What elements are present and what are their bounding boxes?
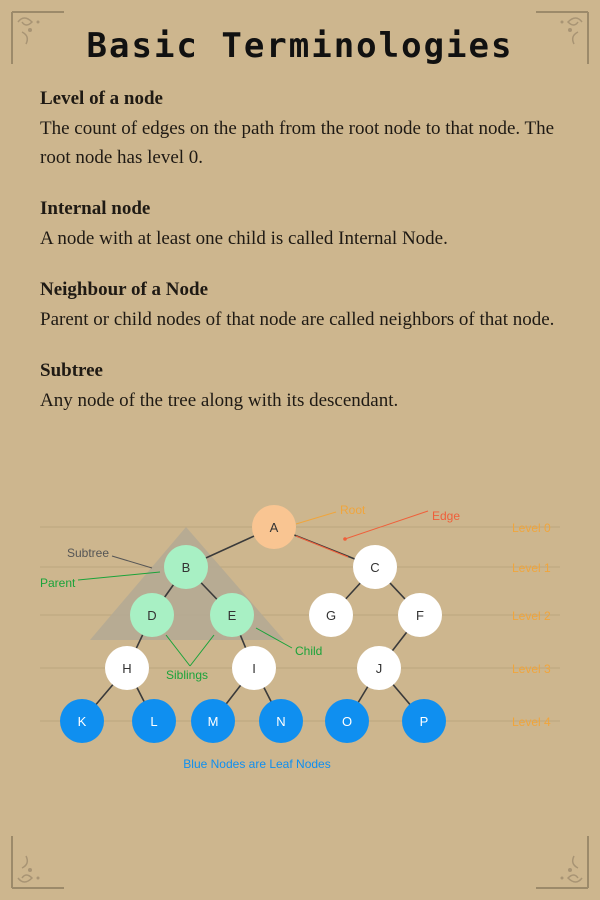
node-label: H xyxy=(122,661,131,676)
node-label: O xyxy=(342,714,352,729)
term-text: Any node of the tree along with its desc… xyxy=(40,390,399,411)
corner-ornament-icon xyxy=(11,11,64,64)
corner-ornament-icon xyxy=(11,836,64,889)
parent-label: Parent xyxy=(40,576,76,590)
child-label: Child xyxy=(295,644,322,658)
node-label: B xyxy=(182,560,191,575)
tree-node-p: P xyxy=(402,699,446,743)
page-title: Basic Terminologies xyxy=(86,26,514,66)
tree-node-d: D xyxy=(130,593,174,637)
tree-node-n: N xyxy=(259,699,303,743)
level-label: Level 2 xyxy=(512,609,551,623)
level-label: Level 0 xyxy=(512,521,551,535)
term-text: The count of edges on the path from the … xyxy=(40,118,555,168)
edge-label: Edge xyxy=(432,509,460,523)
term-subtree: Subtree Any node of the tree along with … xyxy=(40,360,562,415)
node-label: G xyxy=(326,608,336,623)
level-label: Level 3 xyxy=(512,662,551,676)
tree-node-i: I xyxy=(232,646,276,690)
tree-node-j: J xyxy=(357,646,401,690)
node-label: M xyxy=(208,714,219,729)
tree-node-b: B xyxy=(164,545,208,589)
tree-node-h: H xyxy=(105,646,149,690)
tree-node-o: O xyxy=(325,699,369,743)
node-label: D xyxy=(147,608,156,623)
tree-node-c: C xyxy=(353,545,397,589)
terms-list: Level of a node The count of edges on th… xyxy=(40,88,562,441)
tree-node-e: E xyxy=(210,593,254,637)
term-neighbour: Neighbour of a Node Parent or child node… xyxy=(40,279,562,334)
node-label: I xyxy=(252,661,256,676)
tree-node-l: L xyxy=(132,699,176,743)
tree-node-k: K xyxy=(60,699,104,743)
node-label: E xyxy=(228,608,237,623)
node-label: K xyxy=(78,714,87,729)
level-label: Level 4 xyxy=(512,715,551,729)
subtree-label: Subtree xyxy=(67,546,109,560)
tree-node-f: F xyxy=(398,593,442,637)
term-heading: Subtree xyxy=(40,360,103,381)
diagram-caption: Blue Nodes are Leaf Nodes xyxy=(183,757,330,771)
node-label: L xyxy=(150,714,157,729)
tree-diagram: A B C D E G F H I J K L xyxy=(40,503,560,771)
node-label: F xyxy=(416,608,424,623)
tree-node-a: A xyxy=(252,505,296,549)
term-heading: Neighbour of a Node xyxy=(40,279,209,300)
node-label: N xyxy=(276,714,285,729)
tree-node-m: M xyxy=(191,699,235,743)
tree-node-g: G xyxy=(309,593,353,637)
term-heading: Internal node xyxy=(40,198,151,219)
root-label: Root xyxy=(340,503,366,517)
term-heading: Level of a node xyxy=(40,88,163,109)
node-label: P xyxy=(420,714,429,729)
node-label: J xyxy=(376,661,383,676)
term-text: Parent or child nodes of that node are c… xyxy=(40,309,555,330)
term-text: A node with at least one child is called… xyxy=(40,228,448,249)
node-label: C xyxy=(370,560,379,575)
corner-ornament-icon xyxy=(536,11,589,64)
corner-ornament-icon xyxy=(536,836,589,889)
node-label: A xyxy=(270,520,279,535)
siblings-label: Siblings xyxy=(166,668,208,682)
term-level-of-node: Level of a node The count of edges on th… xyxy=(40,88,562,172)
level-label: Level 1 xyxy=(512,561,551,575)
term-internal-node: Internal node A node with at least one c… xyxy=(40,198,562,253)
